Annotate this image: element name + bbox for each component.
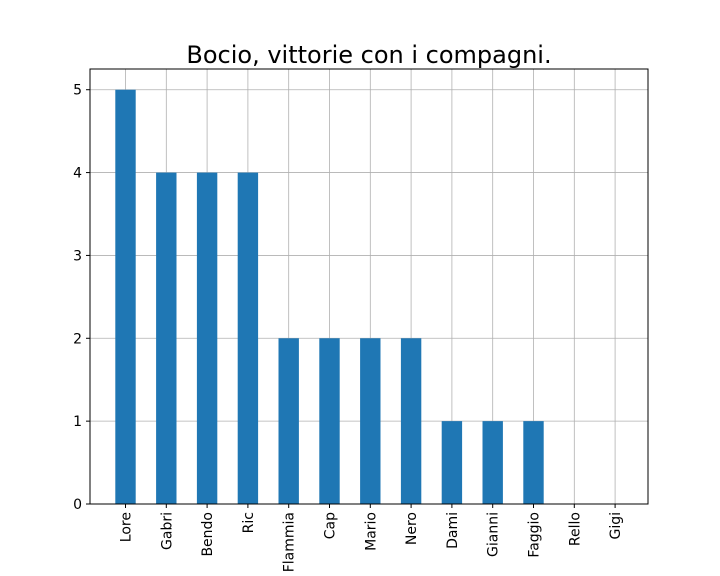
y-tick-label: 3: [73, 248, 82, 264]
bar-cap: [319, 338, 340, 504]
bar-ric: [237, 172, 259, 505]
y-tick-label: 1: [73, 414, 82, 430]
x-tick-label: Gigi: [608, 512, 624, 540]
x-tick-label: Gianni: [486, 512, 502, 557]
x-tick-label: Cap: [323, 512, 339, 539]
x-tick-label: Bendo: [200, 512, 216, 557]
chart-title: Bocio, vittorie con i compagni.: [186, 41, 551, 69]
y-tick-label: 2: [73, 331, 82, 347]
bar-lore: [115, 89, 136, 504]
x-tick-label: Flammia: [282, 512, 298, 572]
x-tick-label: Faggio: [527, 512, 543, 558]
y-tick-label: 0: [73, 497, 82, 513]
y-tick-label: 5: [73, 83, 82, 99]
bar-bendo: [196, 172, 218, 505]
x-tick-label: Nero: [404, 512, 420, 545]
x-tick-label: Gabri: [159, 512, 175, 550]
bar-gianni: [482, 421, 503, 504]
bar-dami: [441, 421, 463, 504]
x-tick-label: Ric: [241, 512, 257, 533]
x-tick-label: Mario: [363, 512, 379, 551]
x-tick-label: Lore: [119, 512, 135, 542]
bars: [115, 89, 544, 505]
bar-faggio: [523, 421, 544, 504]
bar-mario: [360, 338, 381, 504]
x-tick-label: Rello: [567, 512, 583, 546]
bar-nero: [400, 338, 422, 504]
bar-gabri: [156, 172, 177, 505]
y-tick-label: 4: [73, 166, 82, 182]
x-tick-label: Dami: [445, 512, 461, 549]
bar-flammia: [278, 338, 299, 504]
axis-ticks: 0 1 2 3 4 5 Lore Gabri Bendo Ric Flammia Cap Mario Ne…: [73, 83, 624, 573]
axes-frame: [89, 68, 649, 505]
